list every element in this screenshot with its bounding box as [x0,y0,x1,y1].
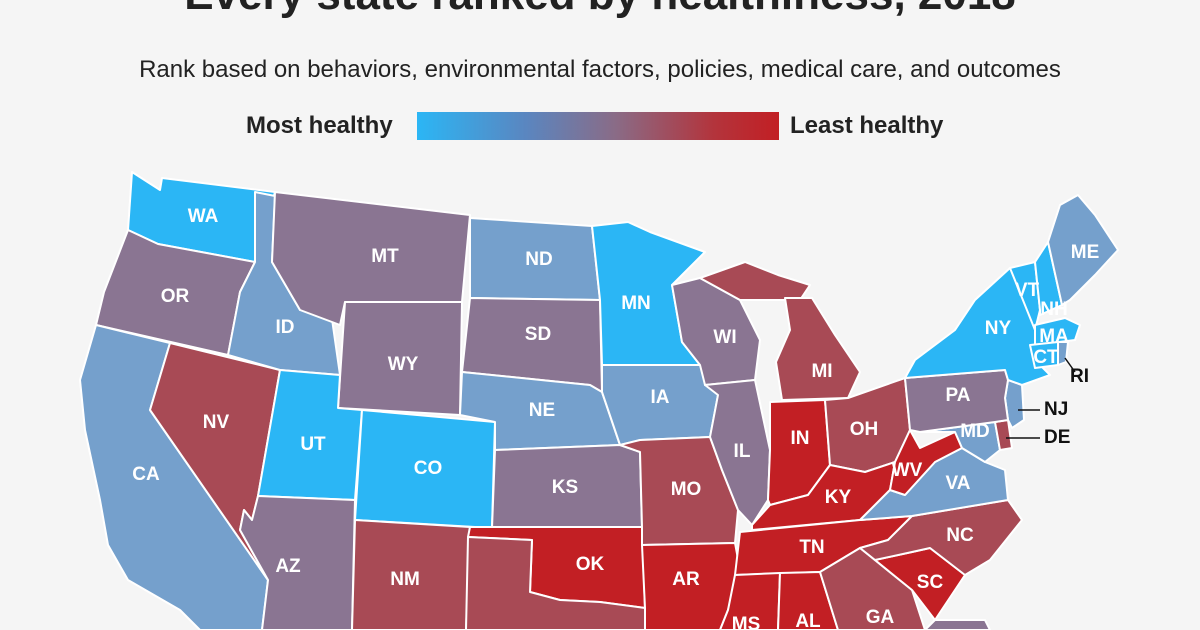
state-nh[interactable] [1034,241,1063,316]
label-ct: CT [1033,347,1059,368]
label-nh: NH [1040,299,1067,320]
label-oh: OH [850,419,879,440]
state-ma[interactable] [1034,317,1081,346]
label-ga: GA [866,607,895,628]
label-co: CO [414,458,443,479]
state-il[interactable] [704,379,771,526]
label-wy: WY [388,354,419,375]
label-in: IN [791,428,810,449]
label-tn: TN [799,537,824,558]
state-me[interactable] [1047,194,1119,306]
label-or: OR [161,286,190,307]
label-mt: MT [371,246,399,267]
legend: Most healthy Least healthy [0,110,1200,142]
label-nm: NM [390,569,420,590]
legend-gradient-bar [417,112,779,140]
legend-low-label: Most healthy [246,112,393,139]
label-nc: NC [946,525,974,546]
label-wv: WV [892,460,923,481]
label-pa: PA [946,385,971,406]
state-nm[interactable] [351,519,471,630]
state-mi-upper[interactable] [699,261,811,301]
label-ok: OK [576,554,605,575]
label-al: AL [795,611,821,630]
map-subtitle: Rank based on behaviors, environmental f… [139,56,1061,83]
label-ca: CA [132,464,160,485]
label-de: DE [1044,427,1070,448]
label-ms: MS [732,614,761,630]
label-vt: VT [1015,280,1040,301]
label-mi: MI [811,361,832,382]
label-wa: WA [188,206,219,227]
state-mi[interactable] [775,297,861,401]
label-ar: AR [672,569,700,590]
state-ms[interactable] [719,572,781,630]
state-al[interactable] [777,571,839,630]
label-sd: SD [525,324,551,345]
label-ut: UT [300,434,326,455]
label-mo: MO [671,479,702,500]
label-wi: WI [713,327,736,348]
state-tx[interactable] [465,536,661,630]
label-nv: NV [203,412,230,433]
label-ky: KY [825,487,852,508]
state-mo[interactable] [619,436,739,546]
map-title: Every state ranked by healthiness, 2018 [0,0,1200,20]
state-mt[interactable] [271,191,471,326]
label-ia: IA [651,387,670,408]
label-ks: KS [552,477,578,498]
label-il: IL [734,441,751,462]
state-fl[interactable] [924,619,991,630]
label-md: MD [960,421,990,442]
label-va: VA [946,473,971,494]
label-ny: NY [985,318,1012,339]
label-az: AZ [275,556,301,577]
legend-high-label: Least healthy [790,112,944,139]
label-sc: SC [917,572,944,593]
label-ne: NE [529,400,555,421]
label-ma: MA [1039,326,1069,347]
state-ga[interactable] [819,547,926,630]
label-me: ME [1071,242,1100,263]
label-nd: ND [525,249,552,270]
label-ri: RI [1070,366,1089,387]
label-id: ID [276,317,295,338]
leader-ri [1064,357,1076,373]
label-nj: NJ [1044,399,1068,420]
label-mn: MN [621,293,651,314]
